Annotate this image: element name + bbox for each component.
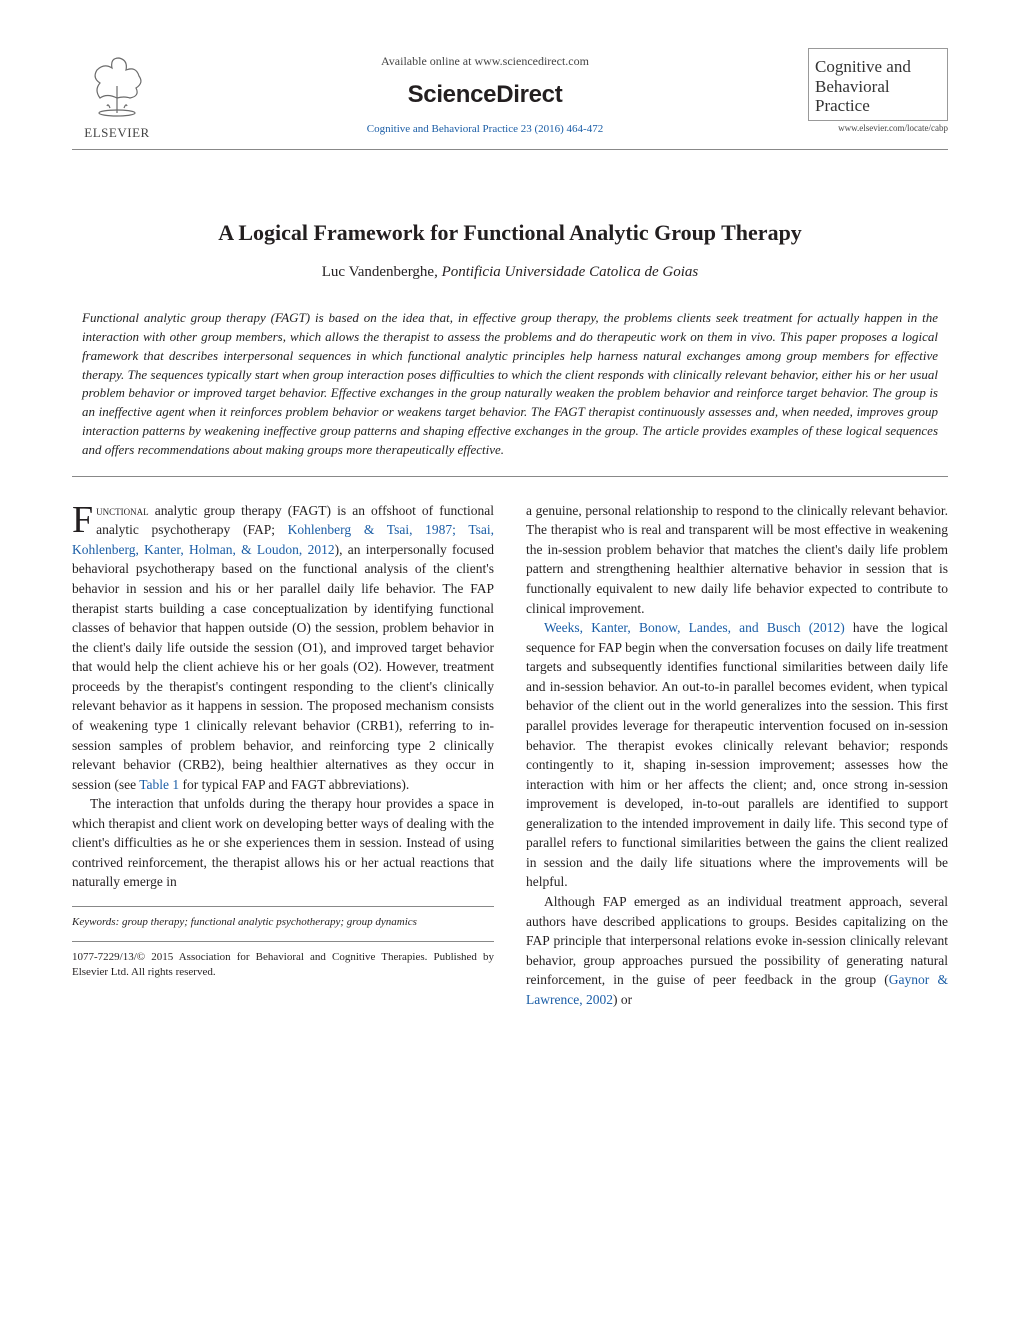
body-text: Functional analytic group therapy (FAGT)… — [72, 501, 948, 1010]
paragraph-1: Functional analytic group therapy (FAGT)… — [72, 501, 494, 794]
article-title: A Logical Framework for Functional Analy… — [72, 220, 948, 246]
p5-text-b: ) or — [613, 992, 632, 1007]
paragraph-5: Although FAP emerged as an individual tr… — [526, 892, 948, 1009]
p1-text-c: for typical FAP and FAGT abbreviations). — [179, 777, 409, 792]
journal-cover: Cognitive and Behavioral Practice — [808, 48, 948, 121]
elsevier-tree-icon — [82, 48, 152, 118]
header-divider — [72, 149, 948, 150]
author-affiliation: Pontificia Universidade Catolica de Goia… — [442, 264, 699, 280]
sciencedirect-logo: ScienceDirect — [162, 81, 808, 109]
journal-cover-title: Cognitive and Behavioral Practice — [815, 57, 941, 116]
center-header: Available online at www.sciencedirect.co… — [162, 48, 808, 135]
availability-text: Available online at www.sciencedirect.co… — [162, 54, 808, 69]
journal-citation[interactable]: Cognitive and Behavioral Practice 23 (20… — [162, 123, 808, 135]
p5-text-a: Although FAP emerged as an individual tr… — [526, 894, 948, 987]
keywords-divider-top — [72, 906, 494, 907]
paragraph-3: a genuine, personal relationship to resp… — [526, 501, 948, 618]
table-ref-link[interactable]: Table 1 — [139, 777, 179, 792]
elsevier-logo: ELSEVIER — [72, 48, 162, 141]
dropcap: F — [72, 501, 96, 535]
keywords-divider-bottom — [72, 941, 494, 942]
keywords-label: Keywords: — [72, 916, 119, 928]
journal-locate-url: www.elsevier.com/locate/cabp — [808, 123, 948, 133]
author-name: Luc Vandenberghe, — [322, 264, 442, 280]
author-line: Luc Vandenberghe, Pontificia Universidad… — [72, 264, 948, 281]
abstract: Functional analytic group therapy (FAGT)… — [82, 309, 938, 460]
copyright-text: 1077-7229/13/© 2015 Association for Beha… — [72, 950, 494, 980]
paragraph-2: The interaction that unfolds during the … — [72, 794, 494, 892]
journal-cover-block: Cognitive and Behavioral Practice www.el… — [808, 48, 948, 133]
p1-smallcaps: unctional — [96, 503, 149, 518]
paragraph-4: Weeks, Kanter, Bonow, Landes, and Busch … — [526, 618, 948, 892]
abstract-divider — [72, 476, 948, 477]
citation-link[interactable]: Weeks, Kanter, Bonow, Landes, and Busch … — [544, 620, 845, 635]
page-header: ELSEVIER Available online at www.science… — [72, 48, 948, 141]
p1-text-b: ), an interpersonally focused behavioral… — [72, 542, 494, 792]
elsevier-label: ELSEVIER — [72, 125, 162, 141]
left-column-footer: Keywords: group therapy; functional anal… — [72, 906, 494, 980]
keywords: Keywords: group therapy; functional anal… — [72, 915, 494, 931]
keywords-text: group therapy; functional analytic psych… — [119, 916, 417, 928]
p4-text: have the logical sequence for FAP begin … — [526, 620, 948, 889]
